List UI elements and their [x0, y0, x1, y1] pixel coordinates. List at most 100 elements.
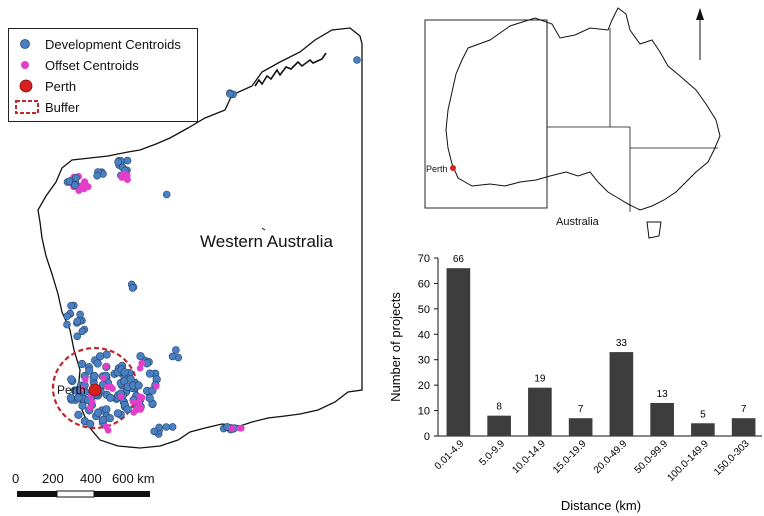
development-point	[150, 427, 158, 436]
north-arrow-icon	[696, 8, 704, 60]
kimberley-coast-detail	[254, 52, 327, 87]
offset-point	[78, 385, 86, 392]
legend-label: Offset Centroids	[45, 57, 139, 73]
development-point	[63, 320, 71, 329]
development-point	[67, 301, 75, 310]
offset-point	[86, 404, 94, 412]
development-point	[128, 284, 137, 292]
y-tick-label: 50	[418, 304, 430, 316]
development-point	[86, 419, 95, 429]
development-point	[145, 369, 154, 378]
development-point	[73, 332, 81, 341]
legend-item-development: Development Centroids	[19, 34, 181, 54]
inset-country-label: Australia	[556, 216, 599, 228]
x-tick-label: 50.0-99.9	[633, 438, 671, 476]
offset-point	[137, 406, 144, 413]
y-tick-label: 20	[418, 380, 430, 392]
development-point	[145, 394, 154, 403]
australia-outline	[445, 7, 721, 211]
development-point	[71, 181, 79, 189]
x-tick-label: 10.0-14.9	[510, 438, 548, 476]
x-tick-label: 20.0-49.9	[592, 438, 630, 476]
perth-label: Perth	[57, 383, 86, 397]
development-point	[74, 410, 83, 420]
legend-item-buffer: Buffer	[15, 97, 80, 117]
y-tick-label: 30	[418, 355, 430, 367]
tasmania-outline	[646, 221, 662, 239]
bar-value-label: 66	[453, 254, 465, 265]
development-point	[78, 401, 87, 410]
legend-item-perth: Perth	[19, 76, 76, 96]
development-point	[93, 408, 103, 417]
region-label: Western Australia	[200, 232, 333, 251]
scale-tick: 400	[80, 471, 102, 486]
offset-point	[138, 359, 145, 367]
scale-tick: 200	[42, 471, 64, 486]
x-tick-label: 150.0-303	[712, 438, 752, 478]
development-point	[76, 310, 84, 319]
development-point	[67, 375, 76, 384]
bar	[731, 418, 756, 436]
offset-point	[81, 178, 89, 186]
dashed-rectangle-icon	[15, 100, 39, 114]
development-point	[74, 393, 83, 402]
x-tick-label: 15.0-19.9	[551, 438, 589, 476]
western-australia-outline	[37, 27, 363, 449]
bar	[609, 352, 634, 436]
offset-point	[228, 425, 236, 432]
development-point	[105, 414, 114, 423]
development-point	[77, 359, 87, 369]
inset-perth-label: Perth	[426, 164, 448, 174]
x-tick-label: 100.0-149.9	[665, 438, 711, 484]
offset-point	[88, 398, 96, 406]
perth-marker	[88, 383, 102, 397]
bar	[528, 387, 552, 436]
bar-value-label: 7	[741, 404, 747, 415]
inset-map	[424, 7, 721, 239]
development-point	[123, 156, 132, 165]
development-point	[162, 190, 171, 199]
development-point	[93, 359, 102, 368]
bar-value-label: 5	[700, 409, 706, 420]
scale-tick: 0	[12, 471, 20, 486]
offset-point	[82, 376, 89, 383]
scale-bar	[17, 490, 150, 498]
bar	[691, 423, 715, 436]
development-point	[114, 158, 122, 166]
offset-point	[102, 362, 110, 370]
x-tick-label: 0.01-4.9	[433, 438, 467, 472]
x-tick-label: 5.0-9.9	[477, 438, 507, 468]
development-point	[168, 352, 177, 361]
x-axis-label: Distance (km)	[561, 498, 641, 513]
y-axis-label: Number of projects	[388, 292, 403, 402]
development-point	[134, 381, 143, 390]
development-point	[90, 371, 99, 381]
centroid-points	[63, 89, 245, 438]
bar	[568, 418, 593, 436]
development-point	[162, 423, 170, 431]
development-point	[72, 174, 80, 182]
bar	[487, 415, 511, 436]
map-legend: Development Centroids Offset Centroids P…	[8, 28, 198, 122]
offset-point	[129, 398, 137, 406]
development-point	[106, 393, 115, 402]
offset-point	[118, 171, 126, 179]
offset-point	[100, 374, 107, 382]
offset-point	[238, 424, 245, 432]
bar-value-label: 19	[534, 374, 546, 385]
development-point	[172, 346, 180, 354]
development-point	[63, 312, 71, 321]
development-point	[95, 352, 105, 361]
magenta-circle-icon	[21, 61, 29, 69]
offset-point	[104, 383, 111, 391]
bar	[446, 268, 471, 436]
offset-point	[135, 398, 143, 406]
legend-label: Buffer	[45, 99, 80, 115]
development-point	[85, 366, 94, 375]
development-point	[73, 317, 82, 326]
inset-extent-box	[424, 19, 548, 209]
offset-point	[102, 423, 110, 431]
y-tick-label: 70	[418, 253, 430, 265]
development-point	[120, 368, 129, 377]
